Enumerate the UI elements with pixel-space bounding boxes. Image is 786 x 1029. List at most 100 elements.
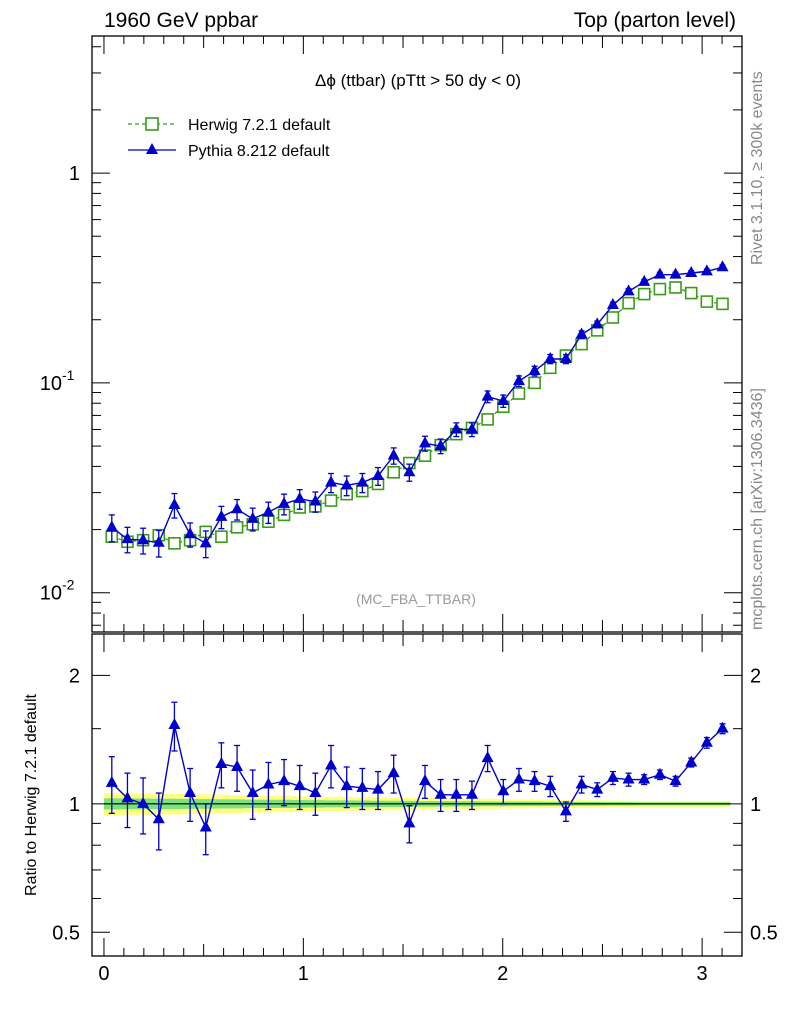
ratio-ytick-label-left: 0.5 — [52, 922, 80, 944]
pythia-point — [278, 496, 291, 508]
ratio-pythia-point — [622, 772, 635, 784]
xtick-label: 1 — [298, 963, 309, 985]
ratio-pythia-point — [700, 735, 713, 747]
ratio-series-layer — [103, 701, 731, 856]
main-ytick-label: 1 — [69, 163, 80, 185]
ratio-pythia-point — [246, 786, 259, 798]
ratio-pythia-point — [544, 779, 557, 791]
ratio-pythia-point — [434, 787, 447, 799]
herwig-point — [700, 295, 714, 308]
pythia-point — [591, 317, 604, 329]
ratio-pythia-point — [591, 782, 604, 794]
xtick-label: 2 — [497, 963, 508, 985]
ratio-pythia-point — [309, 786, 322, 798]
pythia-line — [111, 266, 723, 545]
ratio-pythia-point — [653, 767, 666, 779]
ratio-pythia-point — [152, 812, 165, 824]
pythia-point — [544, 351, 557, 363]
ratio-pythia-point — [528, 774, 541, 786]
herwig-point — [716, 297, 729, 311]
ratio-pythia-point — [356, 780, 369, 792]
ratio-ytick-label-right: 2 — [750, 665, 761, 687]
ratio-pythia-point — [137, 796, 150, 808]
pythia-point — [418, 436, 431, 448]
pythia-point — [356, 475, 369, 487]
ratio-ytick-label-left: 2 — [69, 665, 80, 687]
ratio-pythia-point — [278, 774, 291, 786]
ratio-pythia-point — [481, 751, 494, 763]
pythia-point — [246, 511, 259, 523]
header-left: 1960 GeV ppbar — [104, 9, 258, 32]
herwig-point — [230, 521, 244, 534]
ratio-ylabel: Ratio to Herwig 7.2.1 default — [23, 694, 40, 896]
pythia-point — [653, 267, 666, 279]
pythia-point — [669, 267, 682, 279]
ratio-pythia-point — [325, 758, 338, 770]
main-series-layer — [105, 260, 729, 559]
ratio-pythia-point — [512, 772, 525, 784]
pythia-point — [105, 520, 118, 532]
ratio-pythia-point — [184, 786, 197, 798]
ratio-pythia-point — [105, 775, 118, 787]
ratio-pythia-point — [231, 759, 244, 771]
pythia-point — [403, 465, 416, 477]
xtick-label: 3 — [697, 963, 708, 985]
ratio-pythia-point — [638, 772, 651, 784]
ratio-pythia-point — [168, 718, 181, 730]
legend-pythia-marker — [128, 143, 176, 154]
ratio-pythia-point — [293, 779, 306, 791]
herwig-point — [481, 413, 494, 426]
pythia-point — [497, 393, 510, 405]
herwig-point — [528, 376, 541, 390]
pythia-point — [606, 298, 619, 310]
pythia-point — [716, 260, 729, 272]
herwig-point — [324, 494, 338, 507]
legend-herwig-marker — [128, 117, 176, 131]
herwig-point — [215, 530, 228, 543]
pythia-point — [700, 264, 713, 276]
legend: Herwig 7.2.1 default Pythia 8.212 defaul… — [128, 117, 331, 160]
ratio-ytick-label-left: 1 — [69, 794, 80, 816]
pythia-point — [199, 536, 212, 548]
ratio-pythia-point — [199, 820, 212, 832]
herwig-point — [637, 287, 651, 301]
herwig-point — [684, 286, 698, 300]
legend-pythia-label: Pythia 8.212 default — [188, 143, 330, 160]
herwig-point — [606, 311, 620, 324]
pythia-point — [215, 509, 228, 521]
ratio-pythia-point — [340, 779, 353, 791]
pythia-point — [121, 532, 134, 544]
pythia-point — [262, 505, 275, 517]
herwig-point — [622, 296, 635, 310]
pythia-point — [528, 363, 541, 375]
herwig-point — [653, 282, 667, 296]
pythia-point — [638, 274, 651, 286]
pythia-point — [152, 535, 165, 547]
ratio-pythia-point — [387, 766, 400, 778]
pythia-point — [168, 497, 181, 509]
pythia-point — [685, 266, 698, 278]
ratio-pythia-point — [685, 755, 698, 767]
ratio-pythia-point — [403, 816, 416, 828]
pythia-point — [231, 502, 244, 514]
pythia-point — [340, 478, 353, 490]
ratio-panel-frame — [91, 633, 743, 957]
ratio-pythia-point — [262, 777, 275, 789]
ratio-pythia-point — [215, 756, 228, 768]
ratio-pythia-point — [450, 787, 463, 799]
main-panel-frame — [91, 35, 743, 633]
ratio-pythia-point — [559, 804, 572, 816]
mcplots-label: mcplots.cern.ch [arXiv:1306.3436] — [749, 388, 766, 630]
pythia-point — [434, 439, 447, 451]
pythia-point — [387, 448, 400, 460]
pythia-point — [465, 422, 478, 434]
ratio-pythia-point — [669, 774, 682, 786]
herwig-point — [387, 465, 400, 479]
ratio-ytick-label-right: 1 — [750, 794, 761, 816]
pythia-point — [481, 389, 494, 401]
pythia-point — [559, 351, 572, 363]
ratio-pythia-point — [121, 791, 134, 803]
plot-title: Δϕ (ttbar) (pTtt > 50 dy < 0) — [315, 71, 521, 90]
